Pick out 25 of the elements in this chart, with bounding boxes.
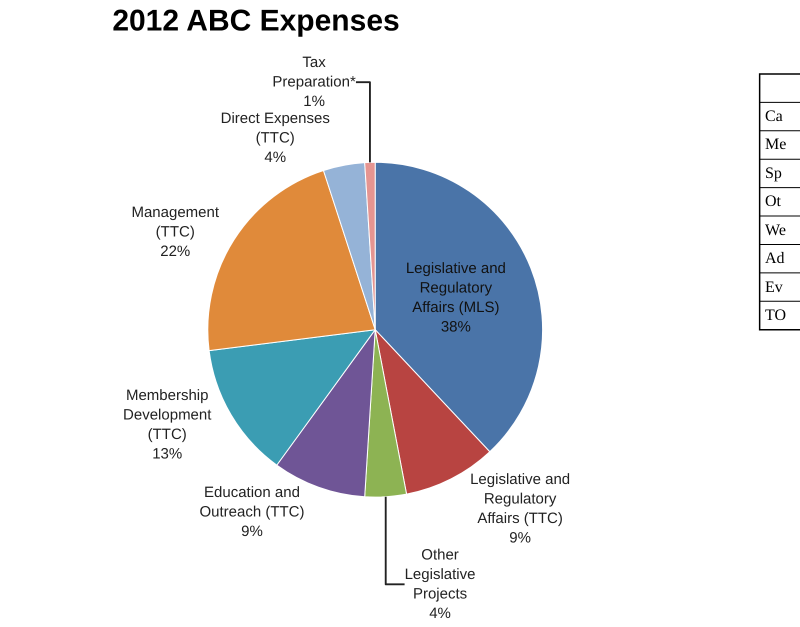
text: Ot — [765, 193, 782, 210]
data-label: 38% — [440, 318, 471, 336]
text: Sp — [765, 165, 782, 182]
slice-label: Membership Development (TTC) — [123, 386, 212, 443]
slice-label: Legislative and Regulatory Affairs (MLS) — [406, 260, 506, 316]
data-label: 13% — [152, 445, 182, 462]
slice-label: Legislative and Regulatory Affairs (TTC) — [470, 471, 570, 528]
text: We — [765, 222, 786, 239]
slice-label: Direct Expenses (TTC) — [220, 110, 330, 147]
chart-title: 2012 ABC Expenses — [112, 4, 400, 38]
slice-label: Education and Outreach (TTC) — [199, 484, 304, 520]
text: Me — [765, 136, 786, 153]
data-label: 9% — [241, 522, 263, 540]
text: Ev — [765, 279, 783, 296]
data-label: 1% — [303, 93, 325, 110]
text: Ad — [765, 250, 785, 267]
slice-label: Other Legislative Projects — [404, 546, 476, 603]
text: Ca — [765, 108, 783, 125]
data-label: 9% — [509, 530, 531, 547]
slice-label: Management (TTC) — [131, 204, 220, 240]
slice-label: Tax Preparation* — [272, 54, 356, 91]
data-label: 4% — [264, 149, 286, 166]
text: TO — [765, 307, 786, 324]
data-label: 4% — [429, 605, 451, 622]
data-label: 22% — [160, 242, 190, 260]
